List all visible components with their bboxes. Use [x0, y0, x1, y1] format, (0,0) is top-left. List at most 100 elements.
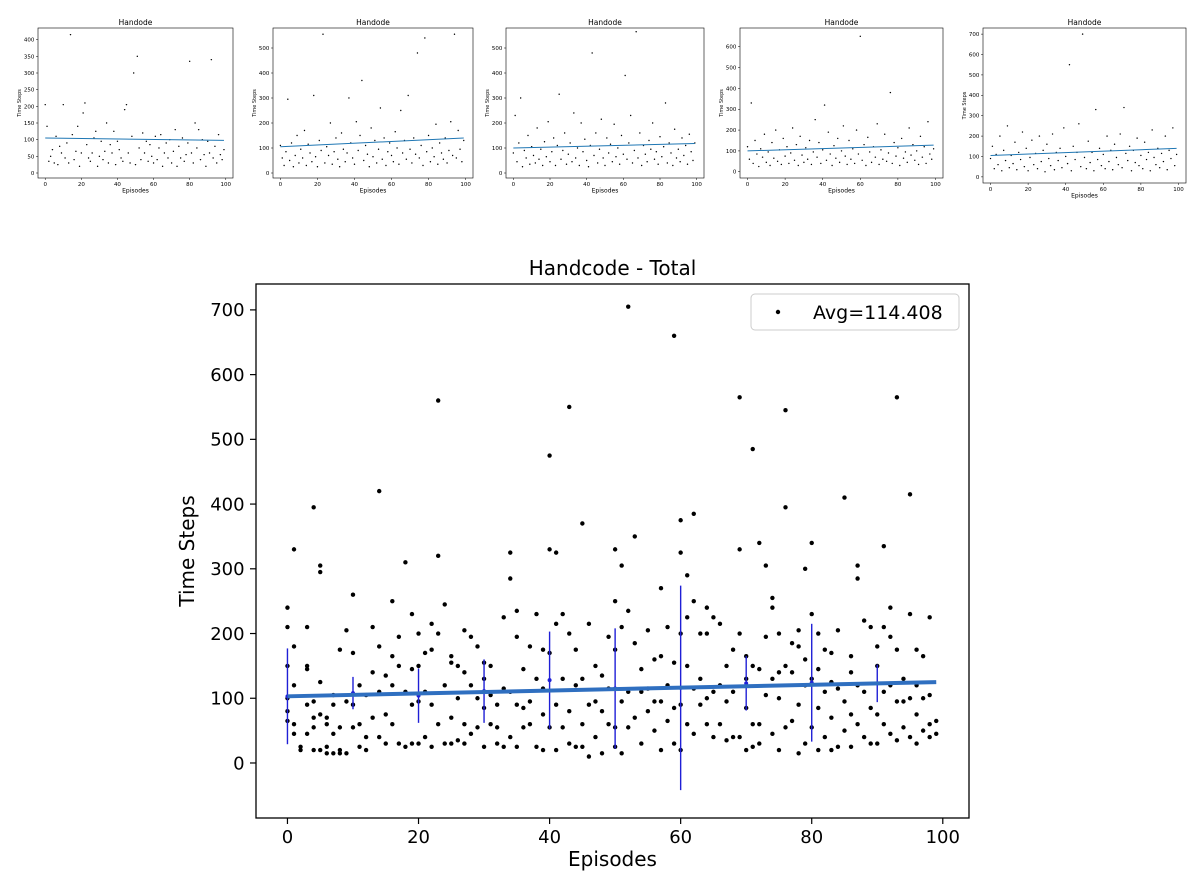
y-tick-label: 0	[733, 170, 737, 176]
data-point	[187, 142, 189, 144]
data-point	[802, 657, 808, 662]
data-point	[999, 135, 1001, 137]
data-point	[782, 137, 784, 140]
x-tick-label: 100	[1173, 187, 1184, 193]
data-point	[296, 134, 298, 137]
data-point	[545, 156, 548, 158]
x-tick-label: 80	[425, 182, 432, 188]
data-point	[783, 663, 788, 669]
data-point	[426, 151, 428, 153]
data-point	[560, 725, 565, 730]
data-point	[644, 153, 647, 155]
data-point	[622, 153, 625, 155]
y-tick-label: 400	[24, 38, 35, 44]
data-point	[547, 453, 552, 458]
data-point	[569, 142, 571, 144]
data-point	[662, 146, 665, 148]
x-axis-label: Episodes	[568, 847, 657, 871]
data-point	[1006, 125, 1009, 127]
x-tick-label: 20	[407, 827, 430, 848]
data-point	[1174, 164, 1176, 167]
data-point	[203, 153, 205, 156]
data-point	[361, 79, 363, 82]
data-point	[1023, 165, 1026, 168]
data-point	[893, 141, 895, 144]
data-point	[322, 33, 324, 35]
data-point	[381, 158, 383, 160]
data-point	[1057, 159, 1059, 162]
data-point	[140, 158, 142, 161]
data-point	[685, 663, 690, 669]
data-point	[527, 721, 533, 727]
data-point	[629, 114, 632, 117]
data-point	[136, 55, 139, 58]
x-tick-label: 0	[43, 182, 47, 188]
data-point	[331, 163, 333, 165]
data-point	[429, 161, 432, 163]
data-point	[865, 164, 867, 167]
data-point	[853, 162, 856, 165]
y-axis-label: Time Steps	[962, 91, 968, 120]
data-point	[920, 653, 926, 659]
data-point	[377, 148, 380, 150]
data-point	[560, 611, 565, 617]
data-point	[337, 725, 343, 730]
data-point	[525, 157, 527, 159]
data-point	[468, 731, 474, 737]
data-point	[455, 696, 461, 701]
data-point	[586, 702, 592, 707]
data-point	[357, 149, 359, 152]
data-point	[350, 592, 356, 597]
data-point	[632, 715, 637, 720]
data-point	[835, 628, 841, 633]
axes-frame	[255, 283, 970, 819]
data-point	[422, 164, 424, 167]
data-point	[1008, 167, 1011, 169]
data-point	[320, 149, 322, 152]
plot-area	[746, 35, 935, 168]
data-point	[125, 103, 128, 106]
data-point	[661, 156, 663, 158]
x-tick-label: 0	[279, 182, 283, 188]
subplot-3: 0 20 40 60 80 100 0 100 200 300 400 500 Handode Episo…	[485, 18, 705, 195]
data-point	[765, 161, 768, 164]
data-point	[223, 148, 225, 151]
data-point	[383, 741, 388, 746]
data-point	[311, 505, 316, 510]
y-tick-label: 700	[210, 300, 244, 321]
data-point	[730, 689, 736, 694]
data-point	[298, 747, 303, 753]
data-point	[920, 696, 926, 701]
data-point	[932, 148, 935, 150]
data-point	[868, 624, 873, 630]
data-point	[131, 135, 133, 138]
data-point	[878, 163, 880, 166]
data-point	[888, 605, 893, 610]
y-tick-label: 300	[726, 107, 737, 113]
data-point	[776, 696, 782, 701]
data-point	[414, 153, 417, 155]
data-point	[829, 650, 834, 656]
data-point	[342, 148, 345, 150]
data-point	[170, 162, 173, 164]
x-tick-label: 100	[930, 182, 941, 188]
data-point	[475, 696, 480, 701]
data-point	[562, 149, 564, 152]
data-point	[776, 747, 782, 753]
data-point	[875, 644, 880, 649]
data-point	[44, 103, 46, 106]
data-point	[585, 159, 588, 162]
x-tick-label: 20	[547, 182, 554, 188]
data-point	[730, 734, 736, 740]
data-point	[997, 163, 999, 166]
data-point	[167, 157, 169, 159]
data-point	[842, 495, 847, 500]
data-point	[912, 143, 914, 146]
data-point	[609, 143, 612, 145]
data-point	[848, 139, 850, 142]
data-point	[281, 157, 283, 159]
data-point	[427, 134, 430, 137]
data-point	[783, 505, 788, 510]
data-point	[1033, 163, 1035, 166]
